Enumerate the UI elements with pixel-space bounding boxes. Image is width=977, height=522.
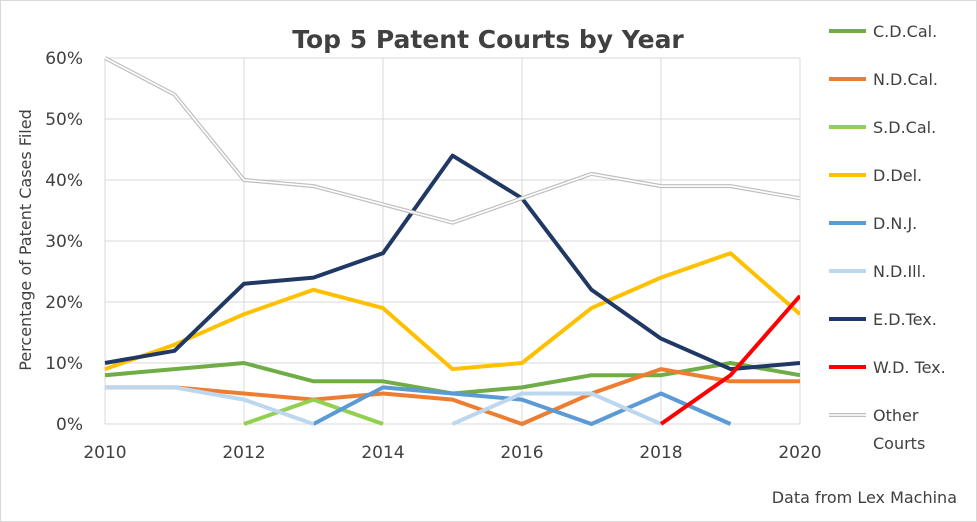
legend-label-other-courts-line2: Courts [873,434,925,453]
series-line-d-del [104,251,800,372]
x-axis-ticks: 2010 2012 2014 2016 2018 2020 [83,443,821,463]
x-tick-label: 2014 [361,443,404,463]
series-line-other-courts [104,57,800,224]
legend: C.D.Cal. N.D.Cal. S.D.Cal. D.Del. D.N.J. N.D.… [829,22,946,453]
series-line-s-d-cal [243,397,384,426]
y-tick-label: 50% [45,110,83,130]
legend-label-n-d-ill: N.D.Ill. [873,262,926,281]
series-line-w-d-tex [659,294,800,426]
series-line-n-d-ill [105,385,315,426]
y-tick-label: 10% [45,354,83,374]
legend-label-other-courts: Other [873,406,919,425]
y-axis-label: Percentage of Patent Cases Filed [16,109,35,370]
x-tick-label: 2018 [639,443,682,463]
chart-title: Top 5 Patent Courts by Year [292,25,684,54]
legend-label-d-n-j: D.N.J. [873,214,917,233]
gridlines [104,57,801,425]
y-tick-label: 30% [45,232,83,252]
legend-label-n-d-cal: N.D.Cal. [873,70,938,89]
series-line-other-courts-outer [104,56,800,225]
source-note: Data from Lex Machina [772,488,957,507]
legend-label-e-d-tex: E.D.Tex. [873,310,937,329]
y-tick-label: 0% [56,415,83,435]
series-line-d-n-j [312,385,732,426]
y-tick-label: 40% [45,171,83,191]
x-tick-label: 2010 [83,443,126,463]
y-tick-label: 20% [45,293,83,313]
x-tick-label: 2012 [222,443,265,463]
legend-label-d-del: D.Del. [873,166,922,185]
series-line-n-d-ill [451,391,662,426]
y-axis-ticks: 0% 10% 20% 30% 40% 50% 60% [45,49,83,435]
y-tick-label: 60% [45,49,83,69]
legend-label-w-d-tex: W.D. Tex. [873,358,946,377]
x-tick-label: 2020 [778,443,821,463]
legend-label-s-d-cal: S.D.Cal. [873,118,936,137]
series-lines [104,56,800,426]
legend-label-c-d-cal: C.D.Cal. [873,22,937,41]
series-line-n-d-cal [105,367,800,426]
x-tick-label: 2016 [500,443,543,463]
series-line-e-d-tex [104,153,800,372]
